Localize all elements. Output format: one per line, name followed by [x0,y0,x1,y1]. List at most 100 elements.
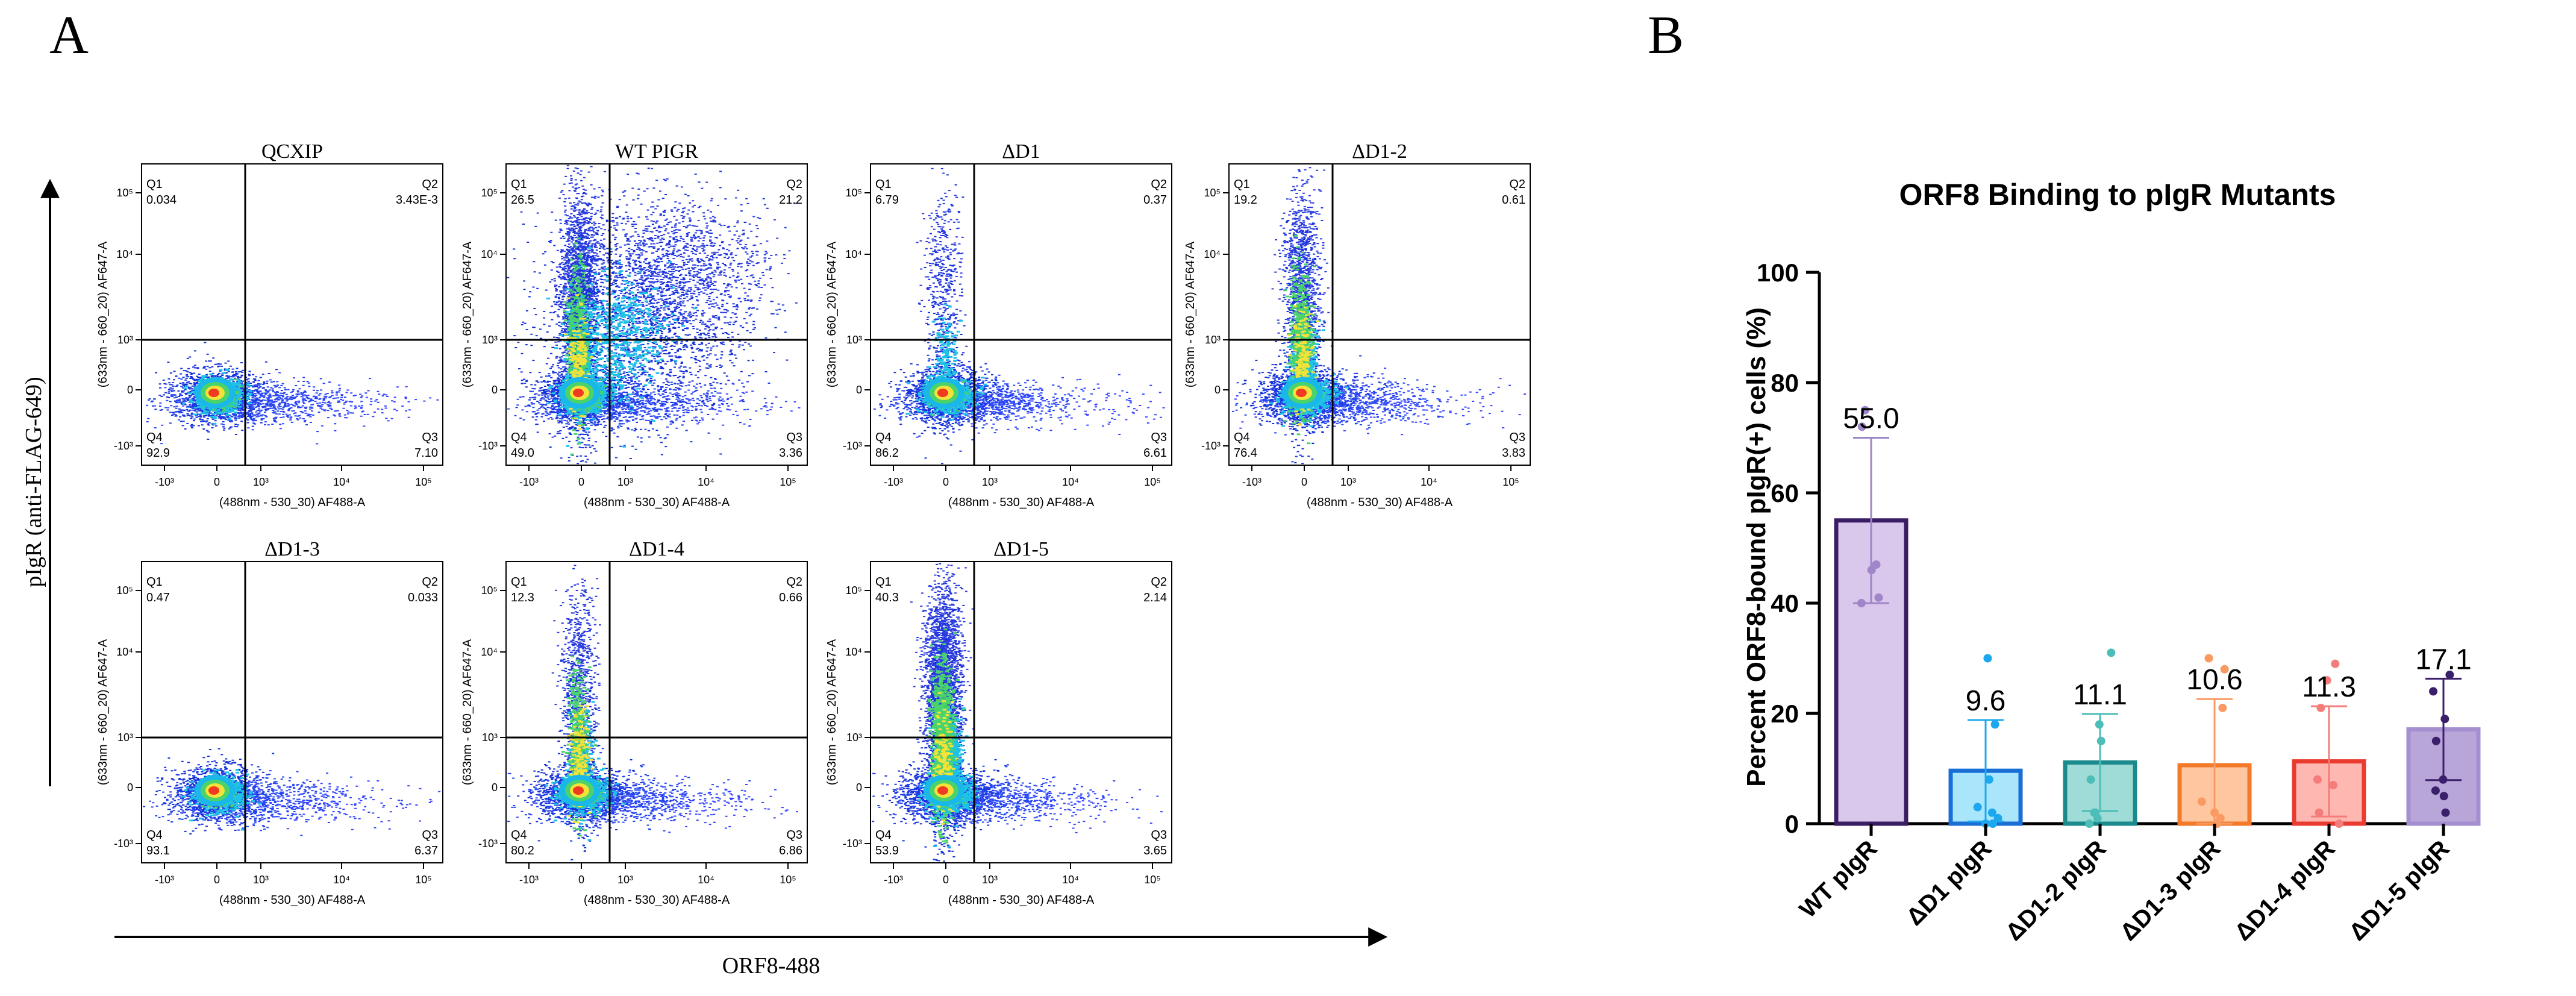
flow-plot-2: WT PIGR Q1 26.5 Q2 21.2 Q4 49.0 Q3 3.36 -10³ 0 10³ 1… [461,140,808,509]
q2-label: Q2 [786,575,802,589]
q2-value: 0.033 [408,591,438,604]
plot-ylabel: (633nm - 660_20) AF647-A [461,639,474,785]
data-point [2439,792,2448,801]
y-tick-label: 60 [1771,479,1799,507]
y-tick-label: 0 [127,781,133,794]
density-peak [1296,389,1307,397]
data-point [2095,720,2104,729]
x-tick-label: 0 [214,476,220,488]
q4-label: Q4 [1234,431,1250,444]
plot-frame [1228,163,1531,466]
data-point [1990,720,1999,729]
data-point [1984,775,1993,784]
x-tick-label: 10⁴ [1062,874,1079,886]
plot-title: WT PIGR [615,140,699,163]
data-point [2197,797,2206,806]
x-tick-label: 10⁵ [780,874,796,886]
flow-plot-3: ΔD1 Q1 6.79 Q2 0.37 Q4 86.2 Q3 6.61 -10³ 0 10³ 10⁴ 10… [825,140,1172,509]
density-peak [937,786,948,795]
plot-xlabel: (488nm - 530_30) AF488-A [219,894,366,907]
y-tick-label: -10³ [478,838,498,850]
y-tick-label: 10³ [117,731,133,744]
plot-ylabel: (633nm - 660_20) AF647-A [461,241,474,387]
q4-value: 86.2 [875,446,899,460]
data-point [2085,819,2094,828]
y-tick-label: 0 [1215,384,1221,396]
plot-xlabel: (488nm - 530_30) AF488-A [584,894,730,907]
data-point [2441,808,2450,817]
y-tick-label: 10³ [1205,334,1221,346]
plot-events [872,563,1163,862]
q3-label: Q3 [1151,431,1167,444]
y-tick-label: -10³ [843,440,862,452]
y-tick-label: 0 [492,384,498,396]
data-point [2316,703,2325,712]
q2-value: 0.37 [1143,193,1167,207]
q4-value: 53.9 [875,844,899,857]
y-tick-label: 0 [1785,810,1799,838]
plot-title: ΔD1-2 [1352,140,1407,163]
x-tick-label: 10³ [617,476,633,488]
y-tick-label: 10⁵ [117,187,133,199]
plot-ylabel: (633nm - 660_20) AF647-A [96,241,110,387]
data-point [2313,775,2322,784]
y-tick-label: 10⁵ [846,584,862,597]
y-tick-label: 10⁴ [116,248,133,260]
plot-ylabel: (633nm - 660_20) AF647-A [96,639,110,785]
y-tick-label: -10³ [1201,440,1221,452]
x-tick-label: ΔD1-4 pIgR [2230,835,2340,946]
plot-events [143,748,441,836]
q2-label: Q2 [786,178,802,191]
y-tick-label: 10⁴ [1204,248,1221,260]
x-tick-label: 10⁴ [698,874,714,886]
data-point [1857,422,1866,431]
plot-xlabel: (488nm - 530_30) AF488-A [948,496,1095,509]
bar-value-label: 10.6 [2186,664,2242,696]
x-tick-label: ΔD1 pIgR [1901,835,1996,930]
y-tick-label: 0 [492,781,498,794]
plot-ylabel: (633nm - 660_20) AF647-A [825,639,839,785]
data-point [2090,808,2099,817]
q2-label: Q2 [1151,178,1167,191]
plot-events [146,342,439,445]
x-tick-label: WT pIgR [1795,835,1883,923]
q2-value: 0.61 [1502,193,1525,207]
y-tick-label: 10⁵ [1204,187,1221,199]
y-tick-label: 0 [856,384,862,396]
plot-frame [141,163,443,466]
q3-value: 6.61 [1143,446,1167,460]
plot-xlabel: (488nm - 530_30) AF488-A [219,496,366,509]
flow-plot-5: ΔD1-3 Q1 0.47 Q2 0.033 Q4 93.1 Q3 6.37 -10³ 0 10³ 10… [96,538,443,907]
data-point [2439,775,2448,784]
panel-b-label: B [1648,5,1684,65]
density-peak [208,389,219,397]
x-tick-label: 10⁴ [1421,476,1437,488]
plot-title: QCXIP [261,140,323,163]
y-tick-label: 20 [1771,700,1799,728]
q1-value: 26.5 [511,193,534,207]
data-point [2107,648,2116,657]
x-tick-label: 0 [943,476,949,488]
x-tick-label: 10⁵ [415,476,431,488]
data-point [2431,736,2440,745]
plot-frame [505,163,808,466]
bar-chart: 0 20 40 60 80 100 55.0 WT pIgR 9.6 ΔD1 pIgR 11.1 ΔD… [1757,258,2481,946]
data-point [2440,715,2449,724]
x-tick-label: 0 [1301,476,1307,488]
q3-value: 3.65 [1143,844,1167,857]
q2-label: Q2 [1151,575,1167,589]
q1-label: Q1 [511,178,527,191]
q4-label: Q4 [146,431,163,444]
y-tick-label: 10⁵ [846,187,862,199]
x-tick-label: 10³ [982,874,998,886]
density-peak [573,786,584,795]
q4-label: Q4 [511,828,527,842]
data-point [1983,654,1992,663]
bar-value-label: 11.1 [2073,679,2127,711]
x-tick-label: 10⁴ [333,476,350,488]
y-tick-label: 10⁴ [116,646,133,658]
x-tick-label: 10⁴ [333,874,350,886]
event-dots [517,168,798,357]
flow-plots: QCXIP Q1 0.034 Q2 3.43E-3 Q4 92.9 Q3 7.10 -10³ 0 10… [96,140,1531,907]
q3-value: 6.37 [414,844,438,857]
